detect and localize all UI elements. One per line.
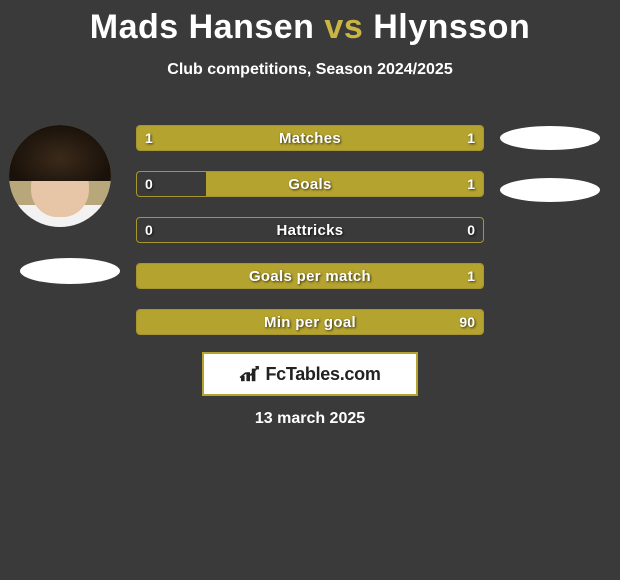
player1-name-pill	[20, 258, 120, 284]
bar-label: Min per goal	[137, 310, 483, 334]
subtitle: Club competitions, Season 2024/2025	[0, 61, 620, 79]
source-logo: FcTables.com	[202, 352, 418, 396]
bar-row: 00Hattricks	[136, 217, 484, 243]
bar-label: Matches	[137, 126, 483, 150]
title-player1: Mads Hansen	[90, 8, 315, 46]
title-vs: vs	[324, 8, 363, 46]
date: 13 march 2025	[0, 410, 620, 428]
comparison-bars: 11Matches 01Goals 00Hattricks 1Goals per ma…	[136, 125, 484, 355]
bar-chart-icon	[239, 365, 261, 383]
bar-row: 01Goals	[136, 171, 484, 197]
page-title: Mads Hansen vs Hlynsson	[0, 0, 620, 47]
logo-text: FcTables.com	[265, 364, 380, 385]
bar-row: 11Matches	[136, 125, 484, 151]
bar-row: 90Min per goal	[136, 309, 484, 335]
bar-row: 1Goals per match	[136, 263, 484, 289]
bar-label: Goals per match	[137, 264, 483, 288]
bar-label: Hattricks	[137, 218, 483, 242]
title-player2: Hlynsson	[373, 8, 530, 46]
player2-name-pill-2	[500, 178, 600, 202]
bar-label: Goals	[137, 172, 483, 196]
player1-avatar	[9, 125, 111, 227]
player2-name-pill-1	[500, 126, 600, 150]
